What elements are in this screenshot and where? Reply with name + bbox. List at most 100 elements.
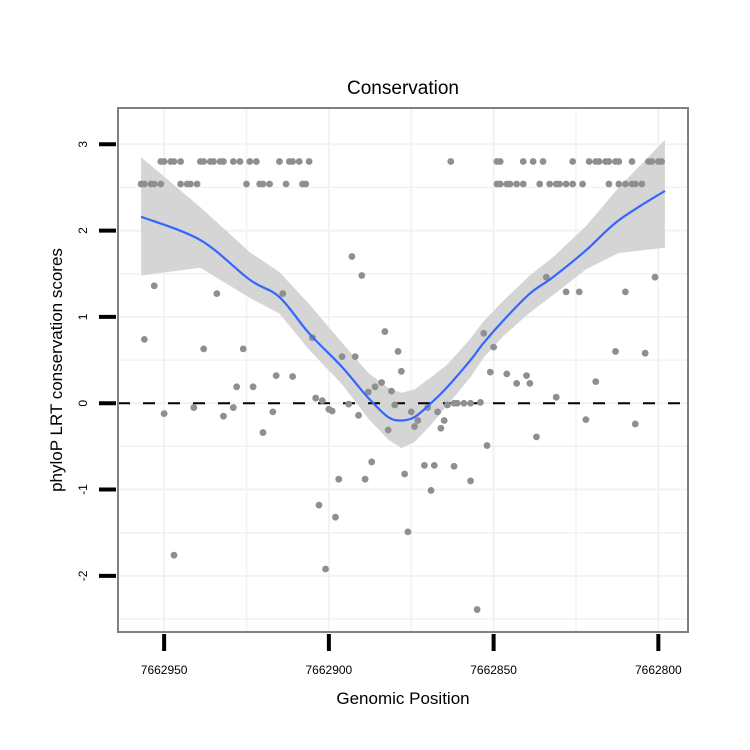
data-point [513,379,521,387]
data-point [252,158,260,165]
data-point [371,383,379,391]
data-point [552,393,560,401]
data-point [200,345,208,353]
x-tick-label: 7662800 [635,663,682,677]
data-point [447,158,455,165]
data-point [486,368,494,376]
data-point [490,343,498,351]
data-point [276,158,283,165]
y-tick-label: 1 [76,313,90,320]
data-point [467,399,474,407]
data-point [592,378,600,386]
data-point [351,353,359,361]
data-point [542,273,550,281]
data-point [229,158,237,165]
data-point [453,399,461,407]
y-tick-label: 2 [76,227,90,234]
smooth-line [140,189,666,422]
data-point [421,461,428,469]
data-point [213,290,221,298]
data-point [562,180,570,188]
data-point [569,180,577,188]
data-point [302,180,310,188]
data-point [612,348,619,355]
data-point [259,429,267,436]
y-tick-label: -2 [76,570,90,581]
data-point [480,329,488,337]
data-point [355,411,362,419]
data-point [246,158,254,165]
y-axis-title: phyloP LRT conservation scores [47,248,66,492]
data-point [348,253,356,260]
data-point [378,379,385,386]
data-point [536,180,544,188]
data-point [631,180,639,188]
data-point [513,180,521,188]
data-point [595,158,603,165]
data-point [615,158,623,165]
data-point [177,158,185,165]
data-point [279,290,287,298]
data-point [529,158,537,165]
data-point [361,475,369,483]
data-point [427,487,435,494]
data-point [526,379,534,387]
data-point [496,180,504,188]
data-point [289,158,297,165]
data-point [533,433,540,441]
data-point [157,180,165,188]
data-point [266,180,273,188]
data-point [658,158,666,165]
data-point [648,158,656,165]
data-point [605,158,613,165]
x-axis: 7662950 7662900 7662850 7662800 [141,634,682,677]
data-point [397,367,405,375]
data-point [249,383,257,391]
data-point [582,416,590,424]
data-point [556,180,563,188]
data-point [365,388,372,396]
data-point [322,565,329,573]
data-point [295,158,303,165]
data-point [503,370,511,378]
data-point [506,180,514,188]
data-point [401,470,409,478]
data-point [220,412,227,420]
data-point [193,180,201,188]
data-point [335,475,343,483]
data-point [150,282,158,290]
data-point [477,398,484,406]
data-point [440,417,448,424]
data-point [318,397,326,405]
plot-panel-border [117,107,689,633]
data-point [460,399,468,407]
data-point [394,348,402,355]
data-point [585,158,593,165]
data-point [641,349,649,357]
data-point [621,180,629,188]
data-point [220,158,227,165]
data-point [628,158,636,165]
data-point [539,158,547,165]
data-point [473,606,481,613]
y-tick-label: 3 [76,141,90,148]
data-point [575,288,583,296]
data-point [259,180,267,188]
data-point [411,423,418,430]
data-point [615,180,623,188]
data-point [523,372,530,380]
data-point [391,401,399,409]
data-point [437,424,445,432]
data-point [381,328,389,335]
data-point [368,458,376,466]
data-point [229,404,237,411]
x-tick-label: 7662850 [470,663,517,677]
data-point [150,180,158,188]
data-point [546,180,554,188]
data-point [338,353,346,361]
data-point [569,158,577,165]
data-point [434,408,441,416]
data-point [384,426,392,434]
data-point [160,410,168,417]
